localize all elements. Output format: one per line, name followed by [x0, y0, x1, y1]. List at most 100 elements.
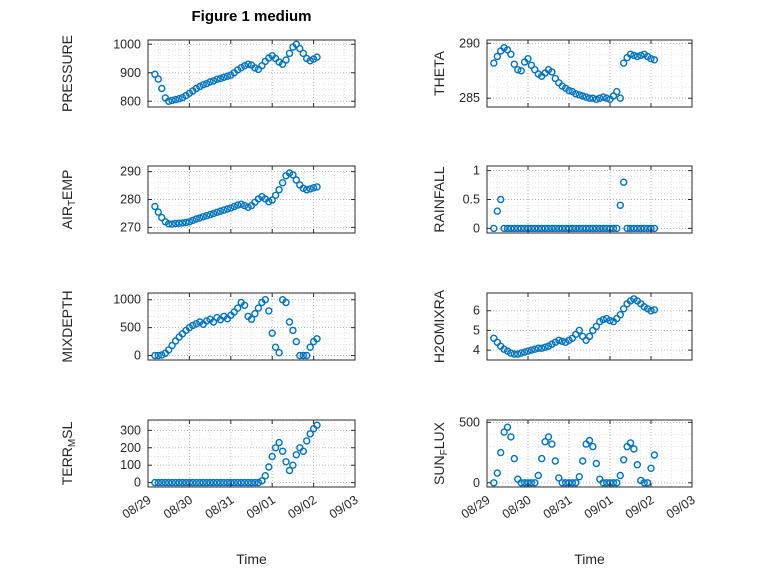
data-point-marker: [623, 224, 631, 233]
data-point-marker: [555, 336, 563, 344]
data-point-marker: [216, 478, 225, 487]
data-point-marker: [237, 478, 245, 487]
subplot-air-temp: 270 280 290 AIRTEMP: [59, 165, 356, 234]
data-point-marker: [585, 224, 594, 233]
data-point-marker: [196, 478, 204, 487]
data-point-marker: [154, 75, 163, 83]
x-tick-label: 08/29: [120, 493, 154, 522]
data-point-marker: [582, 224, 590, 233]
data-point-marker: [158, 351, 166, 359]
data-point-marker: [213, 75, 221, 84]
data-point-marker: [647, 307, 655, 315]
data-point-marker: [189, 478, 197, 487]
data-point-marker: [178, 219, 187, 227]
data-point-marker: [292, 451, 300, 459]
y-axis-label: AIRTEMP: [59, 170, 78, 230]
data-point-marker: [213, 478, 221, 487]
data-point-marker: [616, 311, 624, 319]
data-point-marker: [647, 464, 655, 472]
data-point-marker: [306, 343, 314, 351]
data-point-marker: [541, 343, 549, 351]
data-point-marker: [544, 433, 553, 441]
data-point-marker: [275, 438, 283, 447]
data-point-marker: [292, 337, 300, 346]
data-point-marker: [189, 321, 197, 330]
data-points: [490, 423, 659, 487]
data-point-marker: [278, 179, 287, 187]
data-point-marker: [275, 185, 283, 194]
y-tick-label: 1000: [113, 37, 141, 51]
data-point-marker: [268, 452, 276, 461]
data-point-marker: [555, 474, 563, 482]
data-point-marker: [626, 224, 635, 233]
data-point-marker: [309, 184, 318, 192]
x-tick-label: 09/01: [582, 493, 616, 522]
tick-marks: [486, 420, 693, 487]
data-point-marker: [251, 64, 259, 72]
data-point-marker: [599, 93, 607, 101]
data-point-marker: [602, 94, 611, 102]
data-point-marker: [313, 335, 321, 343]
data-point-marker: [640, 224, 648, 233]
data-point-marker: [285, 49, 294, 58]
tick-marks: [486, 166, 693, 233]
data-point-marker: [251, 310, 259, 318]
data-point-marker: [164, 220, 173, 228]
y-axis-label: THETA: [431, 50, 447, 96]
data-point-marker: [585, 332, 594, 341]
tick-marks: [486, 40, 693, 107]
data-point-marker: [520, 348, 529, 356]
x-tick-label: 08/30: [500, 493, 534, 522]
data-point-marker: [289, 171, 297, 179]
data-point-marker: [490, 59, 498, 67]
axes-box: [486, 419, 693, 488]
data-point-marker: [237, 200, 245, 208]
data-point-marker: [548, 224, 556, 233]
data-point-marker: [161, 478, 170, 487]
data-point-marker: [572, 479, 580, 487]
data-point-marker: [220, 73, 228, 82]
axes-box: [486, 292, 693, 361]
data-point-marker: [289, 461, 297, 469]
data-point-marker: [265, 463, 273, 471]
data-point-marker: [572, 224, 580, 233]
data-point-marker: [626, 439, 635, 447]
data-point-marker: [199, 478, 207, 487]
data-point-marker: [589, 224, 597, 233]
data-point-marker: [633, 52, 641, 61]
data-point-marker: [209, 318, 218, 326]
data-point-marker: [271, 444, 280, 452]
data-point-marker: [192, 215, 201, 223]
data-point-marker: [596, 94, 604, 102]
data-point-marker: [517, 224, 525, 233]
data-point-marker: [206, 78, 214, 86]
data-point-marker: [507, 349, 515, 357]
data-point-marker: [620, 178, 628, 186]
data-point-marker: [230, 478, 238, 487]
y-tick-label: 0: [473, 221, 480, 235]
data-point-marker: [282, 56, 290, 64]
data-point-marker: [602, 479, 611, 487]
data-point-marker: [503, 224, 512, 233]
data-point-marker: [206, 210, 214, 219]
data-point-marker: [592, 224, 600, 233]
data-point-marker: [534, 344, 542, 352]
data-point-marker: [527, 479, 536, 487]
data-point-marker: [592, 459, 600, 468]
data-point-marker: [633, 224, 641, 233]
data-point-marker: [233, 304, 242, 312]
data-point-marker: [575, 91, 583, 99]
tick-marks: [147, 166, 356, 233]
data-point-marker: [240, 61, 249, 70]
data-point-marker: [306, 430, 314, 438]
data-point-marker: [527, 224, 536, 233]
data-point-marker: [551, 457, 559, 465]
data-point-marker: [620, 305, 628, 313]
data-point-marker: [199, 213, 207, 221]
data-point-marker: [514, 65, 522, 74]
data-point-marker: [599, 315, 607, 324]
y-tick-label: 0: [134, 349, 141, 363]
data-point-marker: [548, 440, 556, 448]
data-point-marker: [206, 478, 214, 487]
